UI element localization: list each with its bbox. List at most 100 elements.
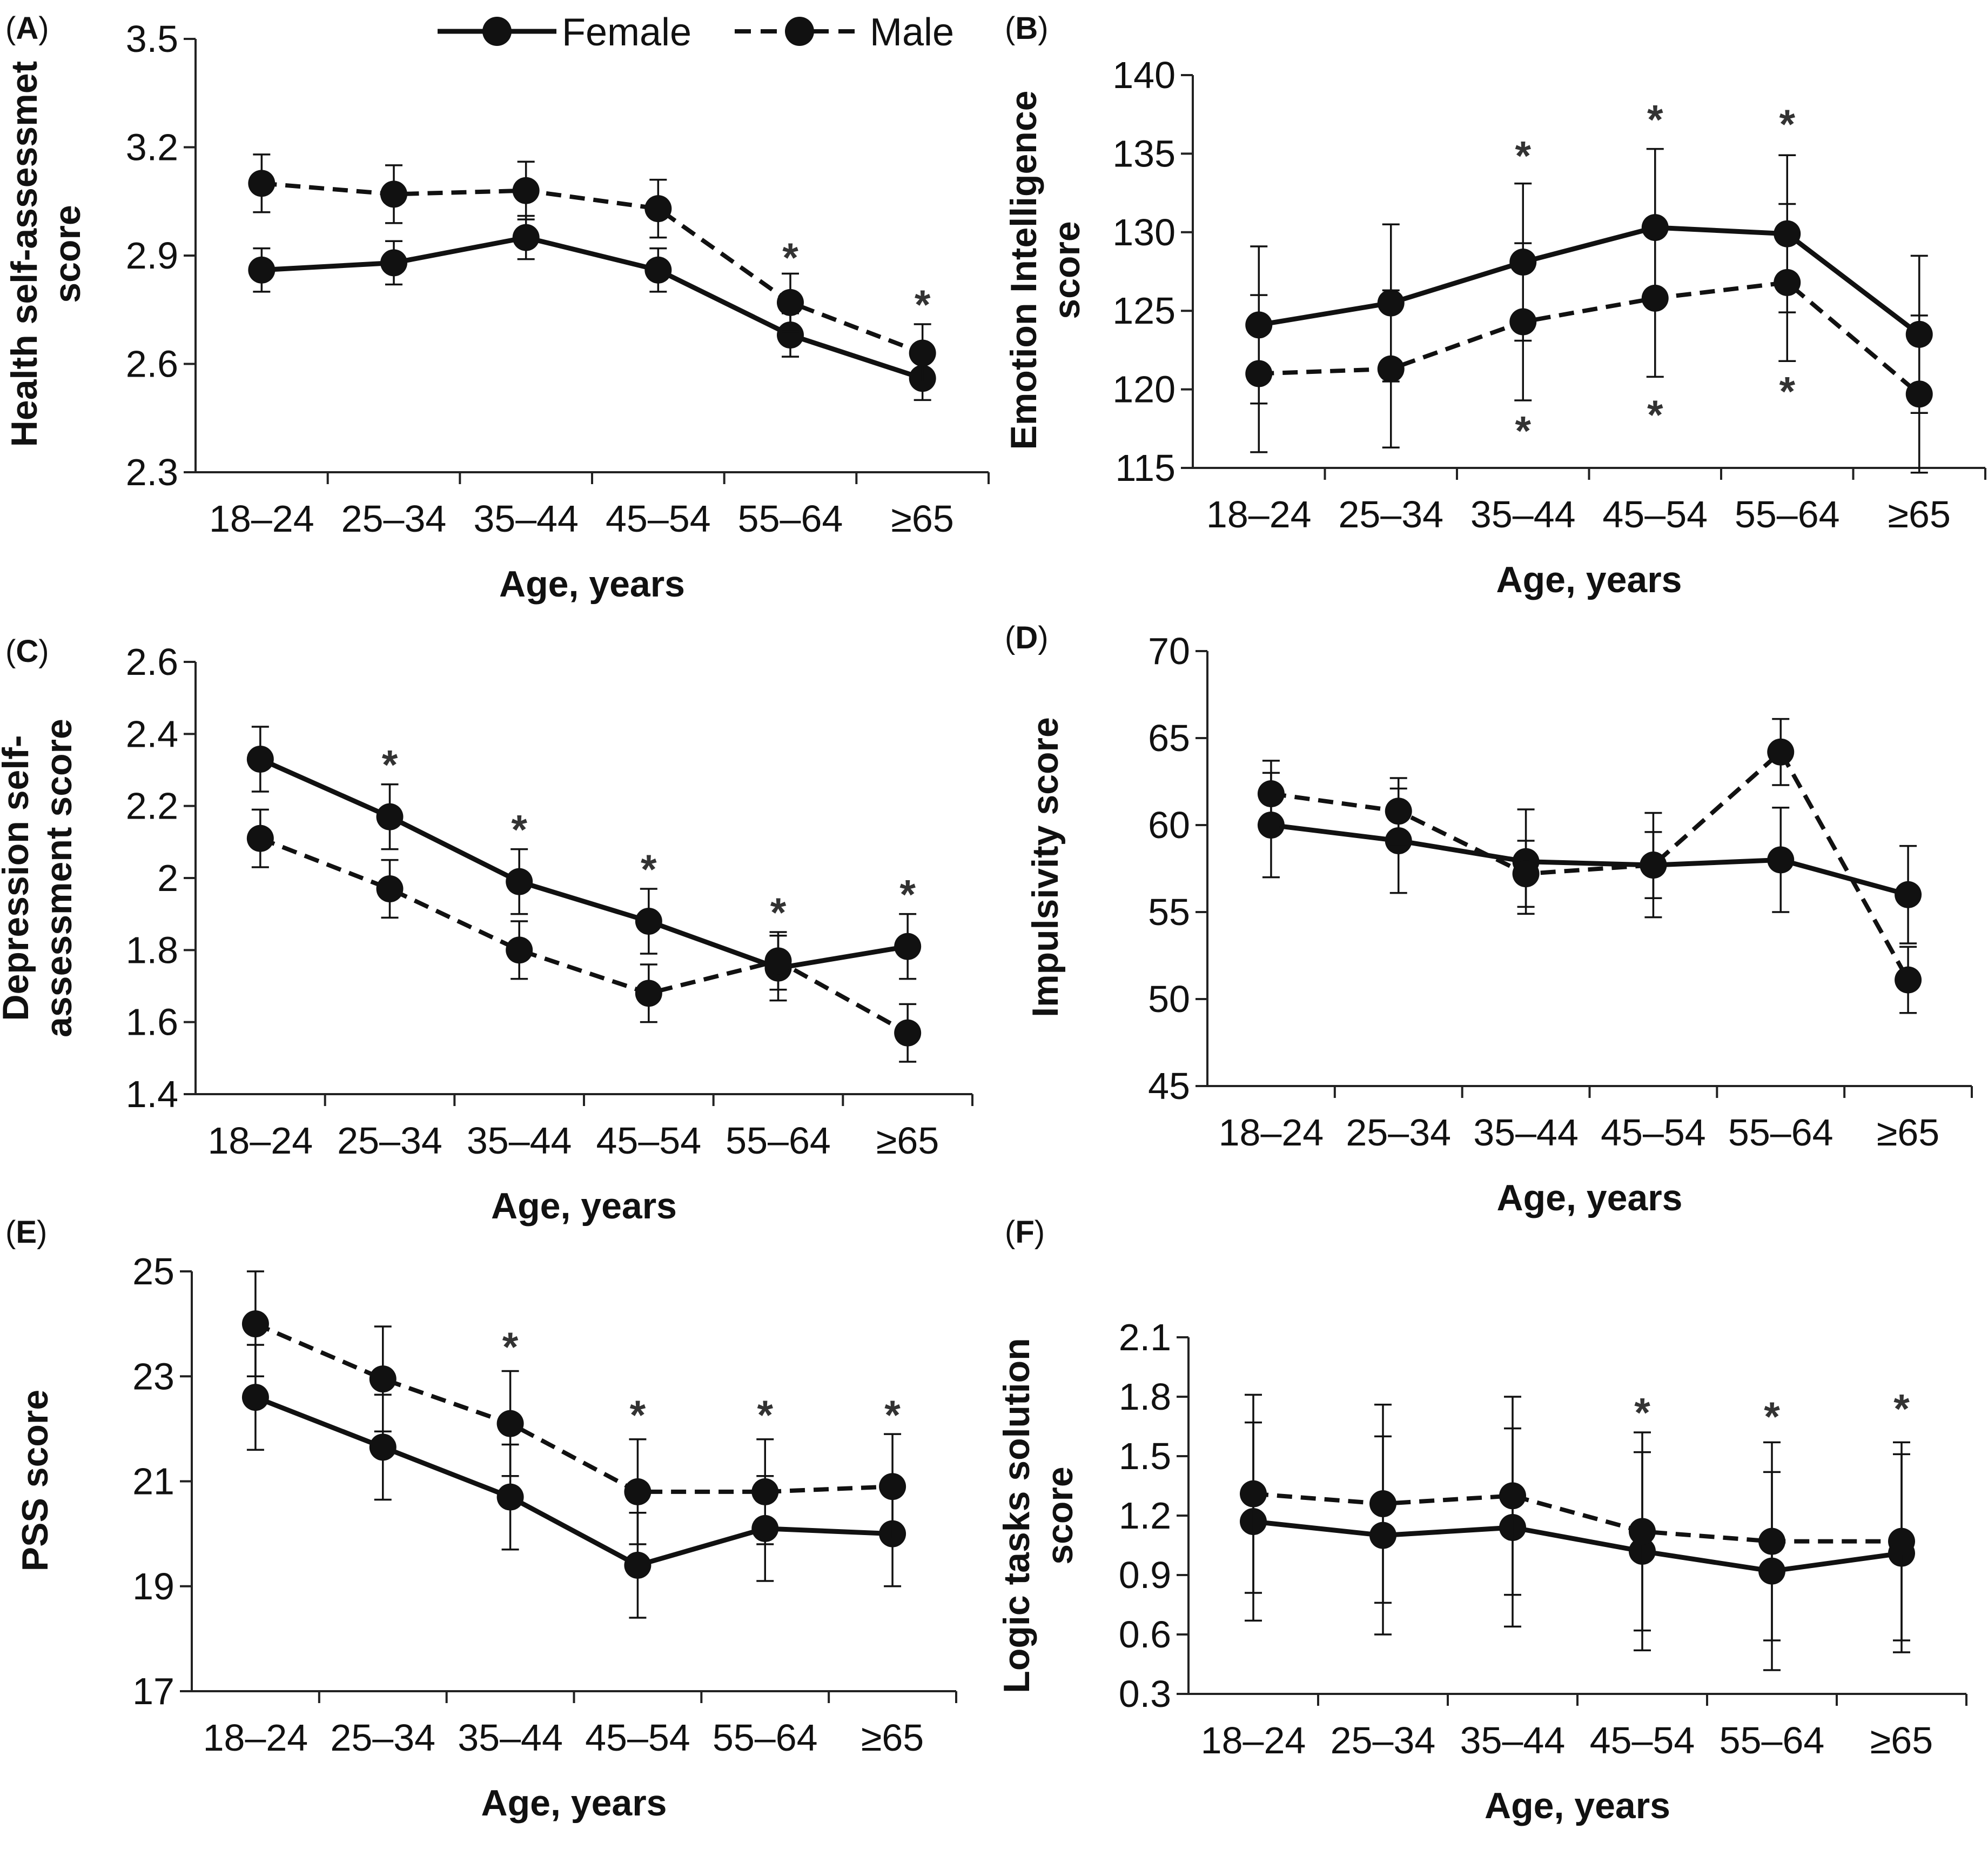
data-point-male <box>1369 1490 1396 1517</box>
y-tick-label: 1.5 <box>1119 1435 1171 1477</box>
y-tick-label: 17 <box>132 1670 174 1712</box>
data-point-male <box>1245 360 1273 387</box>
data-point-male <box>879 1473 906 1500</box>
panel-label: (D) <box>1005 620 1049 655</box>
data-point-male <box>1888 1527 1915 1555</box>
data-point-male <box>248 170 276 197</box>
x-tick-label: 25–34 <box>1338 493 1443 535</box>
series-line-male <box>1271 748 1910 981</box>
series-line-male <box>1259 280 1921 396</box>
y-tick-label: 1.8 <box>1119 1376 1171 1418</box>
x-tick-label: 25–34 <box>1331 1719 1436 1761</box>
x-axis-label: Age, years <box>481 1783 667 1824</box>
panel-a: (A) 2.3 2.6 2.9 3.2 3.5 18–24 25–34 35–44 45–54 55… <box>4 11 990 605</box>
x-tick-label: 45–54 <box>606 498 711 540</box>
significance-marker: * <box>1647 392 1663 438</box>
data-point-female <box>777 321 804 349</box>
x-tick-label: 18–24 <box>203 1717 308 1759</box>
data-point-female <box>644 256 672 284</box>
y-tick-label: 115 <box>1115 447 1176 489</box>
legend-female-label: Female <box>562 11 691 54</box>
x-axis-label: Age, years <box>1497 1177 1683 1218</box>
legend-male-label: Male <box>870 11 954 54</box>
data-point-male <box>1377 355 1405 383</box>
x-tick-label: 25–34 <box>330 1717 435 1759</box>
significance-marker: * <box>1764 1394 1780 1440</box>
panel-label: (A) <box>5 11 49 46</box>
significance-marker: * <box>641 847 657 893</box>
significance-marker: * <box>1634 1390 1650 1436</box>
y-tick-label: 2.6 <box>126 641 178 683</box>
data-point-male <box>644 195 672 223</box>
data-point-female <box>1767 846 1795 874</box>
significance-marker: * <box>382 742 398 788</box>
x-tick-label: ≥65 <box>891 498 954 540</box>
data-point-male <box>1499 1482 1526 1510</box>
data-point-male <box>1385 798 1412 825</box>
significance-marker: * <box>782 235 798 281</box>
data-point-male <box>1895 966 1922 994</box>
data-point-female <box>496 1483 524 1511</box>
data-point-male <box>1257 780 1285 808</box>
panel-f: (F) 0.3 0.6 0.9 1.2 1.5 1.8 2.1 18–24 25–34 35–44 4… <box>996 1215 1967 1826</box>
x-axis-label: Age, years <box>1485 1785 1670 1826</box>
significance-marker: * <box>630 1392 646 1438</box>
significance-marker: * <box>1515 133 1531 179</box>
panel-label: (C) <box>5 634 49 669</box>
x-tick-label: 35–44 <box>458 1717 563 1759</box>
x-tick-label: ≥65 <box>861 1717 924 1759</box>
y-tick-label: 70 <box>1148 630 1190 672</box>
x-tick-label: ≥65 <box>1870 1719 1933 1761</box>
x-tick-label: 18–24 <box>1206 493 1312 535</box>
data-point-male <box>512 177 540 204</box>
data-point-male <box>380 180 407 208</box>
series-line-female <box>1258 225 1921 337</box>
y-tick-label: 3.2 <box>126 126 178 169</box>
y-tick-label: 0.3 <box>1119 1673 1171 1715</box>
x-tick-label: 25–34 <box>341 498 447 540</box>
series-line-female <box>254 1395 893 1568</box>
significance-marker: * <box>1893 1386 1910 1432</box>
x-tick-label: 45–54 <box>1602 493 1708 535</box>
y-tick-label: 2 <box>157 857 178 899</box>
series-line-female <box>1271 822 1909 897</box>
data-point-female <box>1895 881 1922 908</box>
y-axis-label: Health self-assessmet <box>4 61 45 447</box>
data-point-male <box>1629 1518 1656 1545</box>
y-axis-label: Depression self- <box>0 735 36 1021</box>
data-point-male <box>635 980 662 1007</box>
panel-e: (E) 17 19 21 23 25 18–24 25–34 35–44 45–54 55–64 ≥6… <box>5 1215 957 1824</box>
x-tick-label: 45–54 <box>1601 1111 1706 1154</box>
x-tick-label: 25–34 <box>1346 1111 1451 1154</box>
panel-c: (C) 1.4 1.6 1.8 2 2.2 2.4 2.6 18–24 25–34 35–44 45–… <box>0 634 973 1227</box>
data-point-male <box>1774 269 1801 296</box>
y-tick-label: 55 <box>1148 891 1190 933</box>
x-tick-label: 55–64 <box>726 1120 831 1162</box>
data-point-male <box>777 289 804 316</box>
series-line-male <box>259 836 909 1035</box>
y-tick-label: 60 <box>1148 804 1190 846</box>
y-tick-label: 21 <box>132 1460 174 1503</box>
x-tick-label: 35–44 <box>1460 1719 1566 1761</box>
x-tick-label: 35–44 <box>1470 493 1576 535</box>
y-tick-label: 1.6 <box>126 1001 178 1043</box>
data-point-male <box>1512 860 1540 888</box>
y-tick-label: 0.6 <box>1119 1613 1171 1656</box>
significance-marker: * <box>915 282 931 328</box>
y-axis-label: score <box>47 205 88 303</box>
x-tick-label: 18–24 <box>209 498 314 540</box>
panel-d: (D) 45 50 55 60 65 70 18–24 25–34 35–44 45–54 55–64… <box>1005 620 1973 1218</box>
y-tick-label: 45 <box>1148 1065 1190 1107</box>
x-tick-label: 55–64 <box>1728 1111 1833 1154</box>
series-line-female <box>1253 1519 1902 1574</box>
x-tick-label: 18–24 <box>1201 1719 1306 1761</box>
y-tick-label: 50 <box>1148 978 1190 1020</box>
y-tick-label: 65 <box>1148 717 1190 759</box>
y-tick-label: 19 <box>132 1565 174 1607</box>
y-tick-label: 23 <box>132 1355 174 1397</box>
y-tick-label: 2.9 <box>126 234 178 277</box>
data-point-male <box>751 1478 779 1505</box>
y-tick-label: 1.2 <box>1119 1495 1171 1537</box>
data-point-female <box>635 908 662 935</box>
